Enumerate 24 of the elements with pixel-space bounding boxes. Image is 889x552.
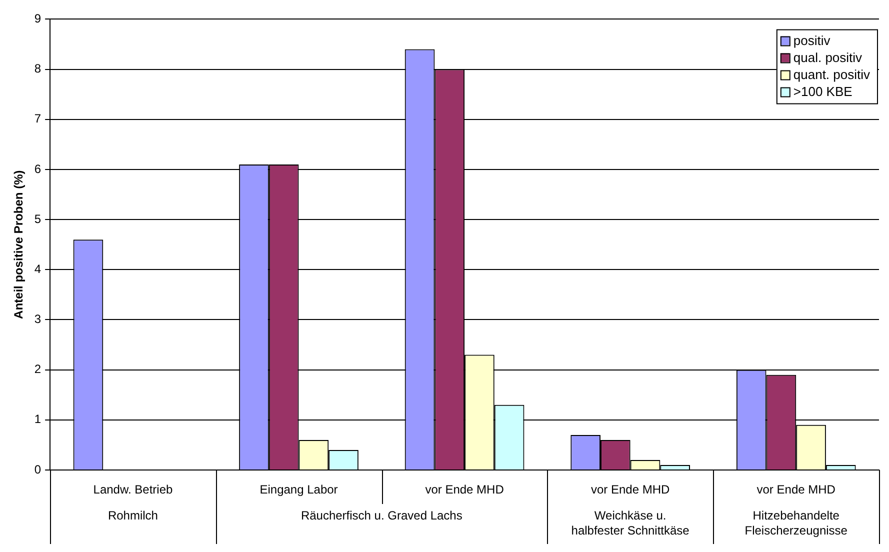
legend-label: >100 KBE xyxy=(793,84,853,99)
text: Rohmilch xyxy=(108,508,158,522)
x-tick-label: Eingang Labor xyxy=(260,482,338,496)
y-tick-label: 4 xyxy=(34,262,42,276)
y-tick-label: 5 xyxy=(34,212,42,226)
text: Hitzebehandelte Fleischerzeugnisse xyxy=(744,508,848,538)
y-axis-title: Anteil positive Proben (%) xyxy=(12,170,26,319)
y-tick-label: 0 xyxy=(34,462,42,476)
legend-label: positiv xyxy=(793,32,831,48)
text: Weichkäse u. halbfester Schnittkäse xyxy=(571,508,690,538)
y-tick-label: 8 xyxy=(34,62,42,76)
y-tick-label: 3 xyxy=(34,312,42,326)
legend-label: quant. positiv xyxy=(793,66,870,82)
text: Räucherfisch u. Graved Lachs xyxy=(300,508,462,522)
x-tick-label: vor Ende MHD xyxy=(425,482,504,496)
legend-label: qual. positiv xyxy=(793,50,863,65)
y-tick-label: 6 xyxy=(34,162,42,176)
x-tick-label: Landw. Betrieb xyxy=(93,482,173,496)
x-tick-label: vor Ende MHD xyxy=(756,482,836,496)
y-tick-label: 9 xyxy=(34,12,42,26)
x-tick-label: vor Ende MHD xyxy=(590,482,670,496)
y-tick-label: 7 xyxy=(34,112,42,126)
y-tick-label: 1 xyxy=(34,412,42,426)
y-tick-label: 2 xyxy=(34,362,42,376)
